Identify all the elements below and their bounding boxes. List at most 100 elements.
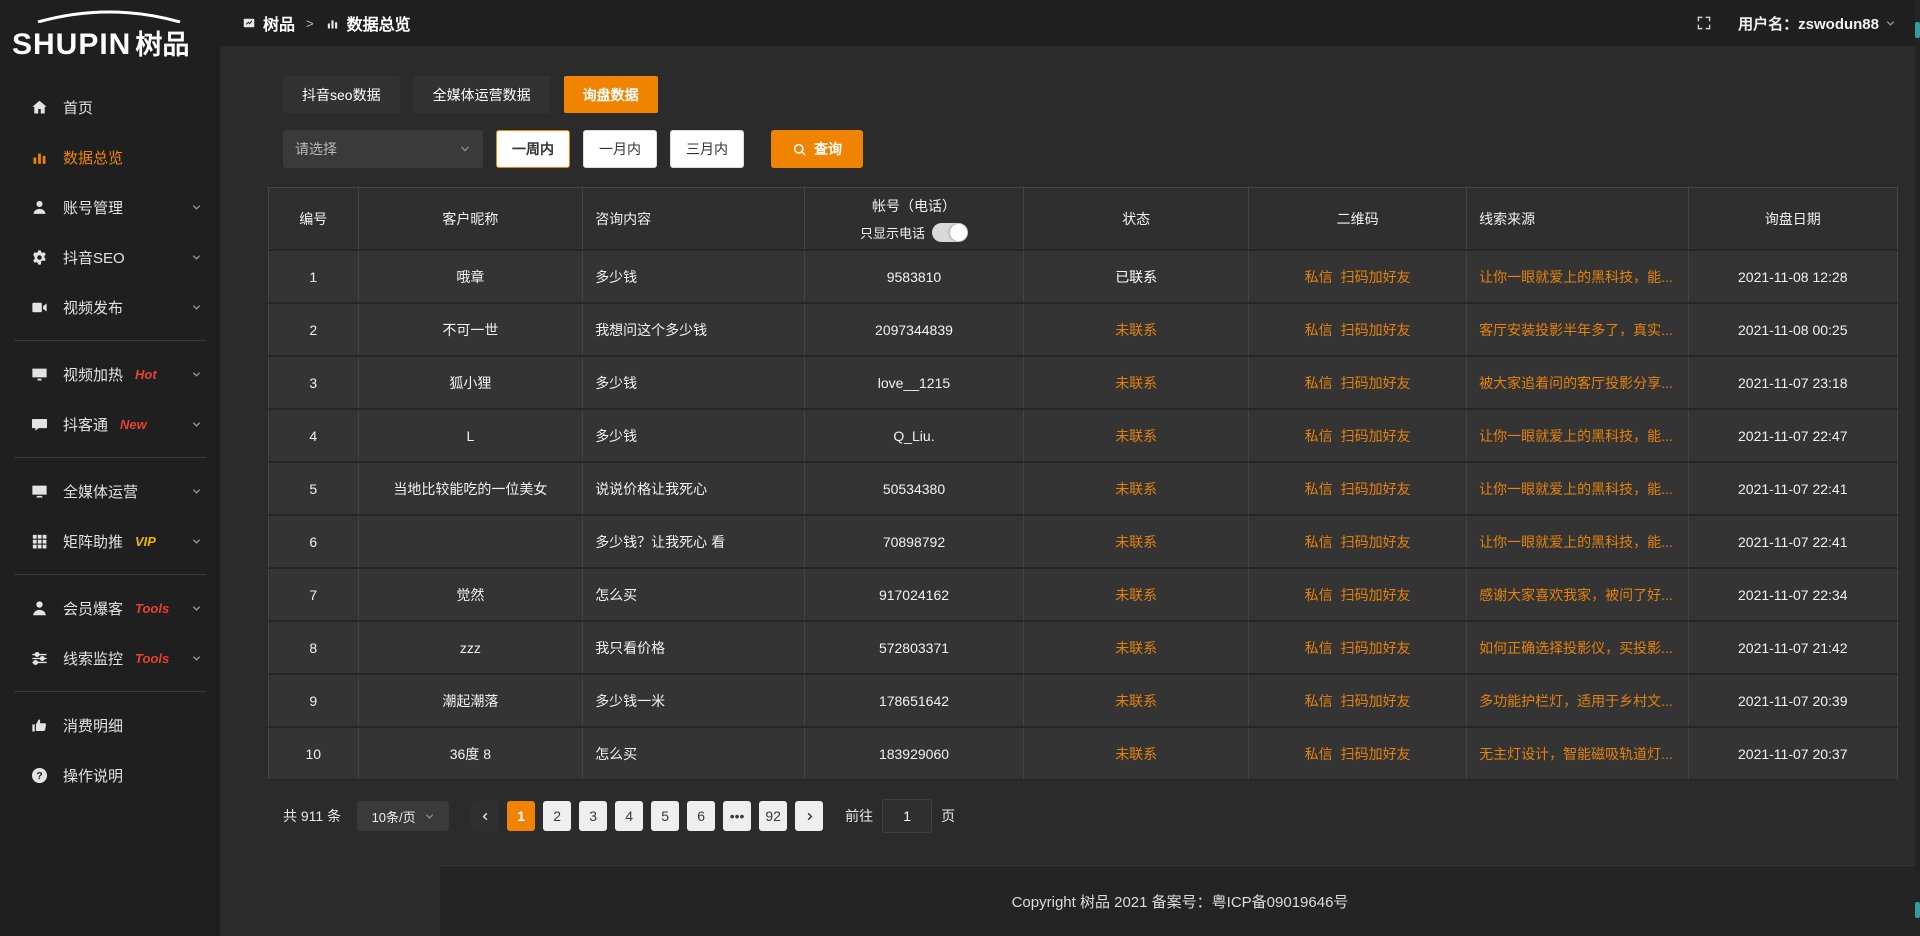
- source-link[interactable]: 客厅安装投影半年多了，真实...: [1479, 321, 1673, 338]
- sidebar-item-consumption-details[interactable]: 消费明细: [0, 700, 220, 750]
- qr-link-0[interactable]: 私信: [1304, 692, 1333, 709]
- page-button-2[interactable]: 2: [543, 801, 572, 831]
- fullscreen-icon[interactable]: [1696, 15, 1712, 31]
- sidebar-item-video-heating[interactable]: 视频加热 Hot: [0, 349, 220, 399]
- sidebar-item-label: 矩阵助推: [63, 533, 124, 551]
- sidebar-item-home[interactable]: 首页: [0, 82, 220, 132]
- prev-page-button[interactable]: [471, 801, 500, 831]
- breadcrumb-app[interactable]: 树品: [263, 17, 296, 34]
- column-label: 状态: [1122, 210, 1151, 227]
- source-link[interactable]: 感谢大家喜欢我家，被问了好...: [1479, 586, 1673, 603]
- page-ellipsis-button[interactable]: •••: [723, 801, 752, 831]
- cell-no: 5: [269, 463, 359, 514]
- qr-link-1[interactable]: 扫码加好友: [1340, 321, 1411, 338]
- qr-link-0[interactable]: 私信: [1304, 480, 1333, 497]
- sidebar-item-label: 抖客通: [63, 416, 109, 434]
- page-button-6[interactable]: 6: [687, 801, 716, 831]
- sidebar-item-account-management[interactable]: 账号管理: [0, 182, 220, 232]
- qr-link-0[interactable]: 私信: [1304, 374, 1333, 391]
- tab-2[interactable]: 询盘数据: [563, 76, 658, 113]
- sidebar-item-member-baoke[interactable]: 会员爆客 Tools: [0, 583, 220, 633]
- qr-link-1[interactable]: 扫码加好友: [1340, 480, 1411, 497]
- source-link[interactable]: 多功能护栏灯，适用于乡村文...: [1479, 692, 1673, 709]
- qr-link-1[interactable]: 扫码加好友: [1340, 639, 1411, 656]
- tab-1[interactable]: 全媒体运营数据: [413, 76, 550, 113]
- goto-page-input[interactable]: [882, 799, 933, 833]
- page-button-1[interactable]: 1: [507, 801, 536, 831]
- sidebar-item-operation-guide[interactable]: ? 操作说明: [0, 750, 220, 800]
- column-label: 线索来源: [1479, 210, 1536, 227]
- cell-source: 让你一眼就爱上的黑科技，能...: [1467, 463, 1689, 514]
- scrollbar[interactable]: [1915, 0, 1920, 936]
- qr-link-0[interactable]: 私信: [1304, 639, 1333, 656]
- source-link[interactable]: 被大家追着问的客厅投影分享...: [1479, 374, 1673, 391]
- qr-link-0[interactable]: 私信: [1304, 586, 1333, 603]
- cell-qr: 私信 扫码加好友: [1249, 569, 1468, 620]
- sidebar-item-video-publish[interactable]: 视频发布: [0, 282, 220, 332]
- grid-icon: [30, 532, 49, 551]
- source-link[interactable]: 无主灯设计，智能磁吸轨道灯...: [1479, 745, 1673, 762]
- qr-link-0[interactable]: 私信: [1304, 745, 1333, 762]
- chevron-right-icon: [804, 811, 815, 822]
- sidebar-item-data-overview[interactable]: 数据总览: [0, 132, 220, 182]
- qr-link-1[interactable]: 扫码加好友: [1340, 268, 1411, 285]
- column-label: 客户昵称: [442, 210, 499, 227]
- cell-no: 6: [269, 516, 359, 567]
- sidebar-item-douyin-seo[interactable]: 抖音SEO: [0, 232, 220, 282]
- sidebar-item-douketong[interactable]: 抖客通 New: [0, 399, 220, 449]
- qr-link-1[interactable]: 扫码加好友: [1340, 533, 1411, 550]
- range-button-1[interactable]: 一月内: [583, 130, 657, 168]
- range-button-2[interactable]: 三月内: [670, 130, 744, 168]
- range-button-0[interactable]: 一周内: [496, 130, 570, 168]
- qr-link-0[interactable]: 私信: [1304, 427, 1333, 444]
- search-button-label: 查询: [814, 141, 842, 157]
- svg-text:?: ?: [36, 771, 42, 782]
- qr-link-0[interactable]: 私信: [1304, 268, 1333, 285]
- cell-status: 未联系: [1024, 516, 1250, 567]
- app-logo: SHUPIN 树品: [0, 0, 220, 68]
- app-icon: [242, 16, 256, 30]
- table-row: 10 36度 8 怎么买 183929060 未联系 私信 扫码加好友 无主灯设计，智能磁吸轨…: [268, 728, 1898, 781]
- cell-account: 2097344839: [805, 304, 1025, 355]
- logo-arc: [37, 10, 181, 23]
- qr-link-1[interactable]: 扫码加好友: [1340, 374, 1411, 391]
- filter-select[interactable]: 请选择: [283, 130, 483, 168]
- phone-only-toggle[interactable]: [931, 222, 968, 242]
- page-size-select[interactable]: 10条/页: [357, 801, 450, 831]
- page-button-3[interactable]: 3: [579, 801, 608, 831]
- page-button-92[interactable]: 92: [759, 801, 788, 831]
- source-link[interactable]: 让你一眼就爱上的黑科技，能...: [1479, 427, 1673, 444]
- search-button[interactable]: 查询: [771, 130, 863, 168]
- sidebar-item-clue-monitoring[interactable]: 线索监控 Tools: [0, 633, 220, 683]
- source-link[interactable]: 让你一眼就爱上的黑科技，能...: [1479, 268, 1673, 285]
- cell-date: 2021-11-07 22:41: [1738, 533, 1848, 550]
- cell-no: 4: [269, 410, 359, 461]
- cell-source: 如何正确选择投影仪，买投影...: [1467, 622, 1689, 673]
- next-page-button[interactable]: [795, 801, 824, 831]
- sidebar-item-matrix-boost[interactable]: 矩阵助推 VIP: [0, 516, 220, 566]
- sidebar-item-omnimedia-operation[interactable]: 全媒体运营: [0, 466, 220, 516]
- qr-link-1[interactable]: 扫码加好友: [1340, 692, 1411, 709]
- source-link[interactable]: 如何正确选择投影仪，买投影...: [1479, 639, 1673, 656]
- source-link[interactable]: 让你一眼就爱上的黑科技，能...: [1479, 480, 1673, 497]
- cell-nickname: 36度 8: [359, 728, 584, 779]
- qr-link-1[interactable]: 扫码加好友: [1340, 427, 1411, 444]
- breadcrumb-page: 数据总览: [346, 17, 411, 34]
- cell-source: 无主灯设计，智能磁吸轨道灯...: [1467, 728, 1689, 779]
- qr-link-1[interactable]: 扫码加好友: [1340, 586, 1411, 603]
- user-menu[interactable]: 用户名：zswodun88: [1738, 13, 1896, 34]
- page-footer: Copyright 树品 2021 备案号：粤ICP备09019646号: [440, 865, 1920, 936]
- qr-link-0[interactable]: 私信: [1304, 321, 1333, 338]
- page-button-4[interactable]: 4: [615, 801, 644, 831]
- source-link[interactable]: 让你一眼就爱上的黑科技，能...: [1479, 533, 1673, 550]
- goto-label: 前往: [845, 808, 874, 824]
- page-button-5[interactable]: 5: [651, 801, 680, 831]
- cell-date: 2021-11-07 20:37: [1738, 745, 1848, 762]
- sidebar-item-label: 数据总览: [63, 149, 124, 167]
- qr-link-1[interactable]: 扫码加好友: [1340, 745, 1411, 762]
- column-header-qr: 二维码: [1249, 188, 1468, 249]
- qr-link-0[interactable]: 私信: [1304, 533, 1333, 550]
- tab-0[interactable]: 抖音seo数据: [283, 76, 400, 113]
- cell-no: 1: [269, 251, 359, 302]
- cell-date: 2021-11-07 20:39: [1738, 692, 1848, 709]
